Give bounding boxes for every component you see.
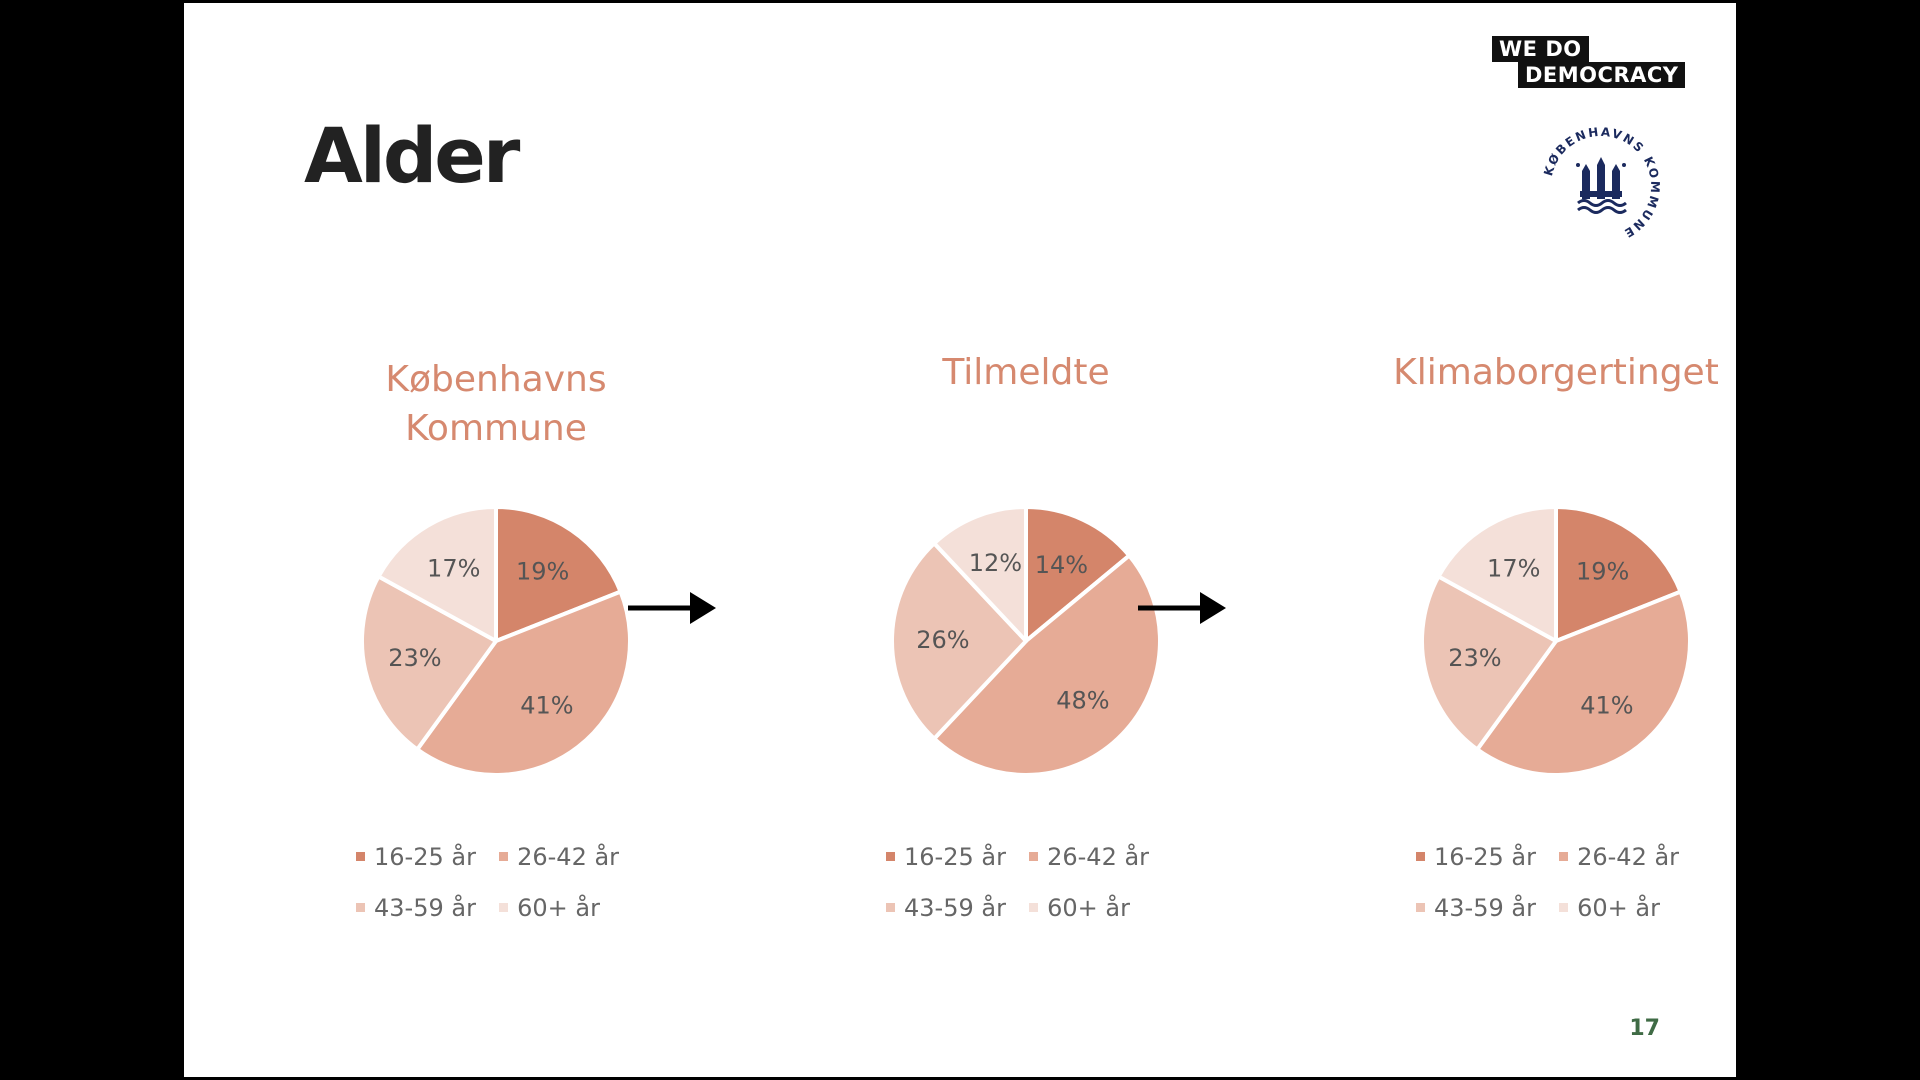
pie-value-label: 19% xyxy=(1576,557,1629,585)
legend-swatch xyxy=(886,851,895,861)
legend-label: 60+ år xyxy=(1577,894,1660,922)
legend-item: 16-25 år xyxy=(356,843,494,894)
right-arrow-icon xyxy=(1138,592,1226,624)
pie-slice xyxy=(1024,505,1132,643)
pie-slice xyxy=(932,553,1162,777)
legend-swatch xyxy=(1029,902,1039,912)
legend-label: 26-42 år xyxy=(1577,843,1680,871)
pie-slice xyxy=(494,505,623,643)
pie-slice xyxy=(376,505,498,643)
pie-panel-tilmeldte: Tilmeldte 14% 48% 26% 12% 16-25 år 26-42 år… xyxy=(836,343,1216,943)
legend-label: 60+ år xyxy=(1047,894,1130,922)
legend-swatch xyxy=(356,902,365,912)
pie-title: Københavns Kommune xyxy=(385,359,607,449)
legend-item: 26-42 år xyxy=(1029,843,1167,894)
pie-legend: 16-25 år 26-42 år 43-59 år 60+ år xyxy=(886,843,1206,945)
kobenhavns-kommune-logo: KØBENHAVNS KOMMUNE xyxy=(1541,125,1660,241)
logo-wedo-line1: WE DO xyxy=(1492,36,1589,62)
legend-label: 43-59 år xyxy=(374,894,476,922)
pie-value-label: 41% xyxy=(520,692,573,720)
pie-value-label: 23% xyxy=(1448,644,1501,672)
legend-item: 26-42 år xyxy=(1559,843,1697,894)
legend-item: 26-42 år xyxy=(499,843,637,894)
pie-value-label: 26% xyxy=(916,626,969,654)
pie-slice xyxy=(1554,505,1683,643)
legend-label: 43-59 år xyxy=(1434,894,1536,922)
pie-chart: 19% 41% 23% 17% xyxy=(1420,505,1692,777)
legend-label: 26-42 år xyxy=(1047,843,1150,871)
legend-swatch xyxy=(499,902,509,912)
pie-value-label: 17% xyxy=(427,554,480,582)
legend-item: 43-59 år xyxy=(886,894,1024,945)
legend-swatch xyxy=(356,851,365,861)
pie-value-label: 48% xyxy=(1056,687,1109,715)
pie-value-label: 14% xyxy=(1035,551,1088,579)
pie-value-label: 19% xyxy=(516,557,569,585)
legend-swatch xyxy=(1416,851,1425,861)
pie-panel-kobenhavns-kommune: Københavns Kommune 19% 41% 23% 17% 16-25 år… xyxy=(306,343,686,943)
legend-item: 60+ år xyxy=(499,894,637,945)
legend-label: 43-59 år xyxy=(904,894,1006,922)
pie-chart: 19% 41% 23% 17% xyxy=(360,505,632,777)
pie-legend: 16-25 år 26-42 år 43-59 år 60+ år xyxy=(356,843,676,945)
pie-value-label: 12% xyxy=(969,549,1022,577)
legend-item: 43-59 år xyxy=(356,894,494,945)
legend-item: 16-25 år xyxy=(886,843,1024,894)
legend-item: 43-59 år xyxy=(1416,894,1554,945)
pie-panel-klimaborgertinget: Klimaborgertinget 19% 41% 23% 17% 16-25 år … xyxy=(1366,343,1746,943)
pie-slice xyxy=(1475,589,1692,777)
legend-swatch xyxy=(886,902,895,912)
logo-wedo-line2: DEMOCRACY xyxy=(1518,62,1686,88)
pie-slice xyxy=(932,505,1028,643)
pie-value-label: 41% xyxy=(1580,692,1633,720)
legend-swatch xyxy=(1559,851,1569,861)
pie-slice xyxy=(890,541,1028,741)
legend-item: 60+ år xyxy=(1559,894,1697,945)
castle-icon xyxy=(1576,157,1627,214)
pie-value-label: 23% xyxy=(388,644,441,672)
pie-slice xyxy=(360,574,498,752)
we-do-democracy-logo: WE DO DEMOCRACY xyxy=(1492,36,1686,88)
right-arrow-icon xyxy=(628,592,716,624)
legend-swatch xyxy=(1559,902,1569,912)
legend-label: 16-25 år xyxy=(904,843,1006,871)
page-number: 17 xyxy=(1629,1016,1660,1041)
legend-swatch xyxy=(499,851,509,861)
slide-title: Alder xyxy=(304,111,520,200)
slide: Alder WE DO DEMOCRACY KØBENHAVNS KOMMUNE… xyxy=(184,3,1736,1077)
legend-label: 60+ år xyxy=(517,894,600,922)
legend-swatch xyxy=(1416,902,1425,912)
pie-legend: 16-25 år 26-42 år 43-59 år 60+ år xyxy=(1416,843,1736,945)
legend-label: 26-42 år xyxy=(517,843,620,871)
pie-value-label: 17% xyxy=(1487,554,1540,582)
pie-title: Tilmeldte xyxy=(942,352,1110,393)
pie-slice xyxy=(1420,574,1558,752)
pie-title: Klimaborgertinget xyxy=(1393,352,1719,393)
pie-slice xyxy=(415,589,632,777)
legend-item: 16-25 år xyxy=(1416,843,1554,894)
legend-swatch xyxy=(1029,851,1039,861)
legend-label: 16-25 år xyxy=(374,843,476,871)
pie-slice xyxy=(1436,505,1558,643)
legend-label: 16-25 år xyxy=(1434,843,1536,871)
pie-chart: 14% 48% 26% 12% xyxy=(890,505,1162,777)
legend-item: 60+ år xyxy=(1029,894,1167,945)
